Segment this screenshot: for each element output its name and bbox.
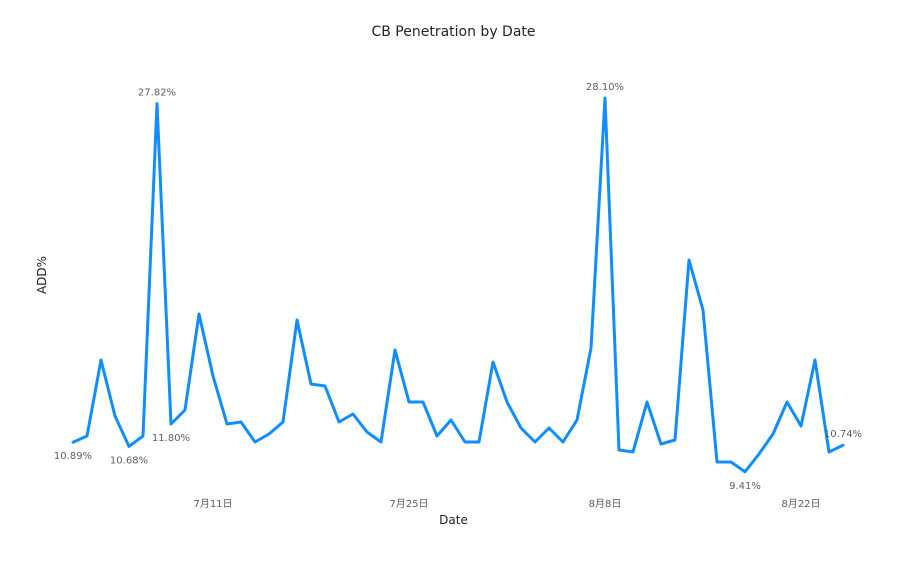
x-tick-label: 7月11日: [193, 498, 232, 510]
data-label: 27.82%: [138, 88, 176, 99]
x-axis-label: Date: [439, 513, 468, 527]
x-tick-label: 8月22日: [781, 498, 820, 510]
data-label: 11.80%: [152, 433, 190, 444]
x-tick-label: 8月8日: [589, 498, 622, 510]
x-tick-label: 7月25日: [389, 498, 428, 510]
data-label: 10.74%: [824, 429, 862, 440]
data-label: 28.10%: [586, 82, 624, 93]
series-line: [71, 96, 845, 474]
data-label: 10.89%: [54, 451, 92, 462]
data-label: 9.41%: [729, 481, 761, 492]
chart-title: CB Penetration by Date: [371, 24, 536, 40]
data-label: 10.68%: [110, 455, 148, 466]
